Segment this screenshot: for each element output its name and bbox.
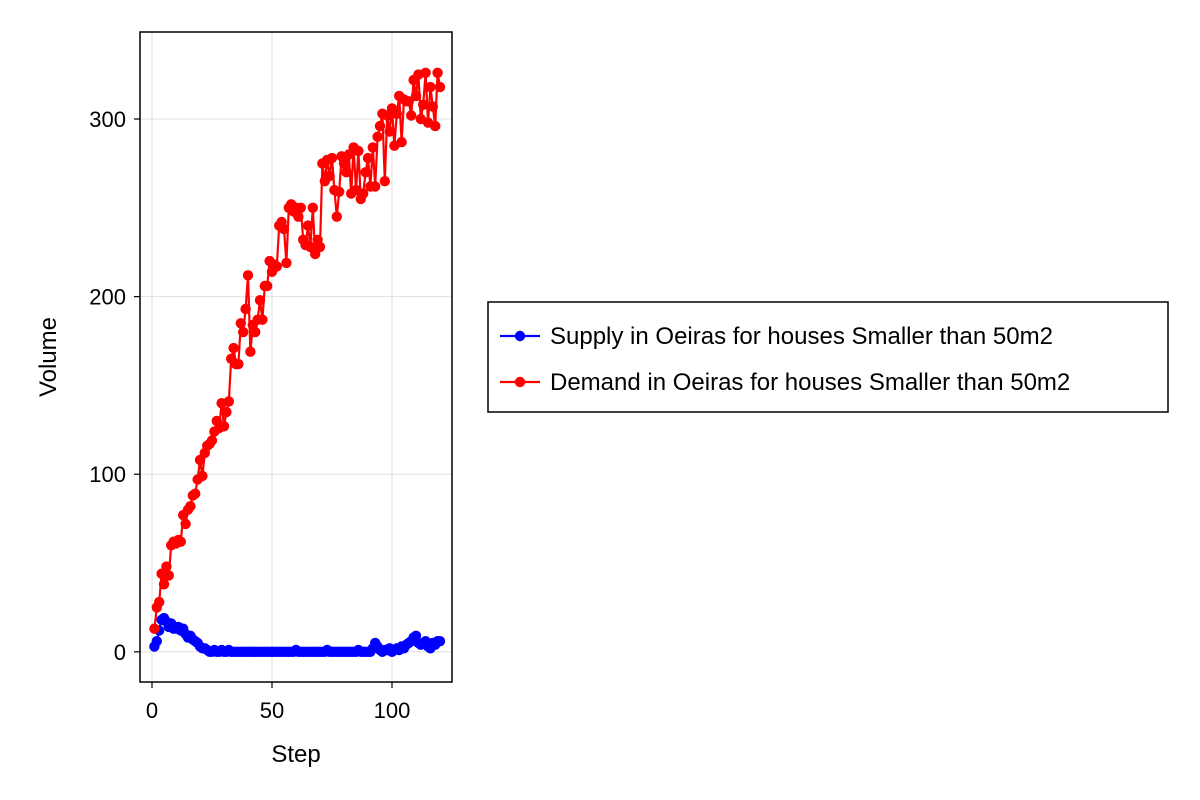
data-series	[149, 67, 446, 657]
data-point	[324, 170, 335, 182]
y-tick-label: 200	[89, 285, 126, 310]
data-point	[425, 81, 436, 93]
data-point	[372, 131, 383, 142]
data-point	[302, 220, 314, 231]
data-point	[271, 261, 282, 272]
data-point	[338, 158, 350, 169]
data-point	[432, 67, 443, 79]
data-point	[420, 67, 431, 79]
data-point	[240, 303, 251, 315]
data-point	[341, 167, 352, 178]
data-point	[158, 579, 170, 590]
legend-swatch-marker	[514, 376, 526, 388]
data-point	[379, 176, 390, 187]
y-tick-label: 300	[89, 107, 126, 132]
data-point	[434, 636, 446, 647]
data-point	[245, 346, 256, 357]
data-point	[257, 314, 268, 325]
data-point	[238, 326, 249, 338]
data-point	[223, 396, 234, 407]
plot-frame	[139, 31, 453, 683]
data-point	[175, 536, 186, 547]
data-point	[278, 223, 290, 235]
data-point	[250, 326, 261, 338]
data-point	[293, 211, 304, 222]
data-point	[163, 570, 174, 581]
data-point	[242, 270, 254, 281]
series-1	[149, 67, 446, 634]
data-point	[362, 152, 374, 164]
grid-lines	[140, 32, 452, 682]
y-tick-label: 0	[114, 640, 126, 665]
y-axis-label: Volume	[35, 317, 62, 397]
data-point	[206, 435, 218, 446]
data-point	[427, 101, 438, 112]
data-point	[358, 188, 369, 199]
data-point	[418, 99, 429, 111]
data-point	[180, 518, 191, 530]
data-point	[391, 108, 402, 119]
axis-ticks: 0 50 100 0 100 200 300	[89, 107, 410, 723]
data-point	[197, 470, 208, 482]
data-point	[406, 110, 417, 121]
series-line	[153, 71, 442, 629]
data-point	[228, 342, 239, 354]
legend: Supply in Oeiras for houses Smaller than…	[487, 301, 1169, 413]
legend-item: Demand in Oeiras for houses Smaller than…	[500, 369, 1070, 396]
data-point	[410, 90, 422, 102]
data-point	[367, 142, 378, 153]
data-point	[403, 96, 414, 107]
data-point	[149, 623, 160, 634]
data-point	[307, 202, 318, 213]
data-point	[353, 145, 364, 157]
data-point	[154, 596, 165, 608]
x-tick-label: 0	[146, 698, 158, 723]
data-point	[281, 257, 292, 269]
data-point	[185, 501, 196, 512]
series-0	[149, 612, 446, 657]
y-tick-label: 100	[89, 462, 126, 487]
legend-box	[487, 301, 1169, 413]
data-point	[221, 406, 232, 418]
data-point	[233, 358, 244, 370]
data-point	[295, 202, 306, 213]
x-tick-label: 50	[260, 698, 284, 723]
data-point	[396, 136, 407, 148]
data-point	[374, 120, 386, 132]
legend-label: Supply in Oeiras for houses Smaller than…	[550, 323, 1053, 350]
x-tick-label: 100	[374, 698, 411, 723]
data-point	[334, 186, 345, 197]
data-point	[430, 120, 441, 132]
data-point	[384, 126, 395, 137]
data-point	[326, 152, 338, 164]
data-point	[254, 295, 266, 306]
data-point	[218, 421, 230, 432]
data-point	[370, 181, 381, 192]
data-point	[314, 241, 326, 253]
data-point	[434, 81, 446, 93]
legend-label: Demand in Oeiras for houses Smaller than…	[550, 369, 1070, 396]
data-point	[331, 211, 342, 222]
x-axis-label: Step	[271, 741, 320, 768]
data-point	[151, 636, 162, 647]
data-point	[235, 318, 246, 329]
legend-item: Supply in Oeiras for houses Smaller than…	[500, 323, 1053, 350]
data-point	[360, 167, 371, 178]
data-point	[161, 561, 172, 572]
data-point	[190, 488, 201, 499]
legend-swatch-marker	[514, 330, 526, 342]
data-point	[262, 280, 273, 292]
